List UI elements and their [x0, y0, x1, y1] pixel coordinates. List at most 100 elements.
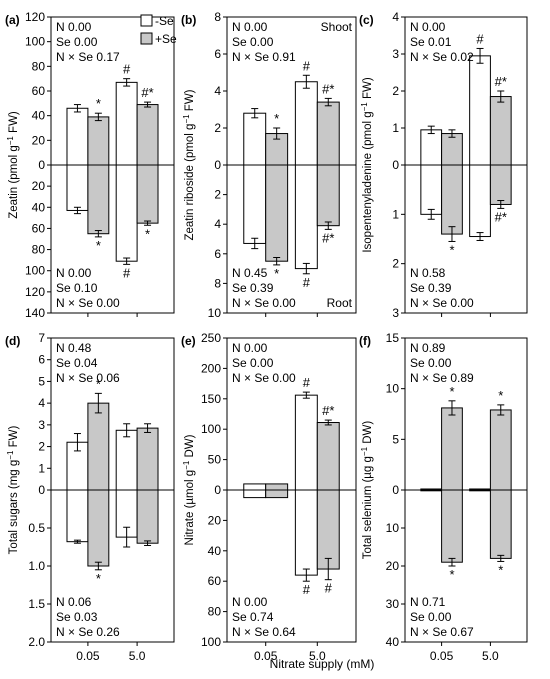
panel-a-stats-bottom: N × Se 0.00 — [56, 296, 120, 310]
panel-a-lower-tick-label: 40 — [32, 200, 46, 214]
panel-b-stats-top: Se 0.00 — [232, 35, 274, 49]
panel-f-lower-tick-label: 20 — [386, 559, 400, 573]
panel-d-upper-tick-label: 4 — [38, 396, 45, 410]
panel-a-upper-tick-label: 60 — [32, 84, 46, 98]
panel-d-stats-bottom: N 0.06 — [56, 595, 92, 609]
panel-d-stats-top: Se 0.04 — [56, 356, 98, 370]
panel-a-bar — [136, 104, 159, 166]
panel-e-significance-mark: # — [303, 375, 311, 390]
panel-a-stats-top: N × Se 0.17 — [56, 50, 120, 64]
panel-f-significance-mark: * — [449, 567, 454, 582]
panel-c-upper-tick-label: 3 — [392, 47, 399, 61]
panel-d-upper-tick-label: 1 — [38, 461, 45, 475]
panel-d-x-tick-label: 5.0 — [129, 649, 146, 663]
panel-b-upper-tick-label: 6 — [214, 47, 221, 61]
panel-c-y-axis-label: Isopentenyladenine (pmol g−1 FW) — [360, 77, 375, 252]
panel-c-stats-top: Se 0.01 — [410, 35, 452, 49]
panel-d-x-tick-label: 0.05 — [76, 649, 100, 663]
panel-a-upper-tick-label: 100 — [25, 35, 45, 49]
panel-d-significance-mark: * — [96, 376, 101, 391]
panel-a-lower-tick-label: 100 — [25, 264, 45, 278]
panel-f-upper-tick-label: 0 — [392, 483, 399, 497]
panel-b-bar — [243, 112, 267, 166]
panel-a-y-axis-label: Zeatin (pmol g−1 FW) — [6, 111, 21, 219]
panel-e-significance-mark: #* — [322, 403, 334, 418]
panel-d-lower-tick-label: 2.0 — [28, 635, 45, 649]
panel-f-x-tick-label: 0.05 — [430, 649, 454, 663]
panel-a-bar — [115, 81, 138, 166]
panel-a-significance-mark: * — [145, 226, 150, 241]
panel-f-bar — [420, 489, 443, 492]
panel-c-bar — [441, 133, 463, 166]
panel-b-y-axis-label: Zeatin riboside (pmol g−1 FW) — [182, 89, 197, 240]
panel-e-lower-tick-label: 40 — [208, 544, 222, 558]
panel-c-stats-bottom: N × Se 0.00 — [410, 296, 474, 310]
panel-f-bar — [489, 409, 512, 491]
panel-c-stats-bottom: N 0.58 — [410, 266, 446, 280]
panel-a-stats-top: N 0.00 — [56, 20, 92, 34]
panel-e-bar — [316, 489, 340, 570]
panel-b-lower-tick-label: 10 — [208, 306, 222, 320]
panel-f-bar — [441, 407, 463, 491]
panel-a-bar — [87, 116, 110, 166]
panel-f-lower-tick-label: 40 — [386, 635, 400, 649]
panel-c-upper-tick-label: 1 — [392, 121, 399, 135]
panel-a-label: (a) — [5, 13, 20, 27]
panel-d-bar — [87, 402, 110, 491]
panel-a-lower-tick-label: 60 — [32, 221, 46, 235]
panel-b-upper-tick-label: 4 — [214, 84, 221, 98]
panel-b-stats-bottom: N × Se 0.00 — [232, 296, 296, 310]
panel-e-label: (e) — [181, 334, 196, 348]
panel-c-bar — [489, 96, 512, 166]
panel-d-label: (d) — [5, 334, 20, 348]
panel-a-upper-tick-label: 40 — [32, 109, 46, 123]
panel-b-bar — [294, 81, 318, 166]
panel-c-upper-tick-label: 2 — [392, 84, 399, 98]
panel-c-label: (c) — [359, 13, 374, 27]
legend-label-se: +Se — [155, 32, 177, 46]
panel-e-upper-tick-label: 0 — [214, 483, 221, 497]
panel-e-x-tick-label: 5.0 — [309, 649, 326, 663]
panel-b-significance-mark: #* — [322, 230, 334, 245]
panel-f-stats-top: N 0.89 — [410, 341, 446, 355]
panel-f-stats-bottom: N 0.71 — [410, 595, 446, 609]
panel-d-lower-tick-label: 1.0 — [28, 559, 45, 573]
panel-a-significance-mark: * — [96, 238, 101, 253]
panel-f-bar — [489, 489, 512, 559]
panel-a-bar — [87, 164, 110, 235]
panel-a-significance-mark: * — [96, 96, 101, 111]
panel-a-upper-tick-label: 0 — [38, 158, 45, 172]
panel-c-significance-mark: # — [476, 31, 484, 46]
panel-f-bar — [469, 489, 491, 492]
panel-d-lower-tick-label: 0.5 — [28, 521, 45, 535]
panel-e-bar — [265, 483, 289, 491]
panel-d-bar — [136, 427, 159, 491]
panel-a: 12010080604020020406080100120140#*#*#**N… — [5, 10, 175, 320]
panel-e-lower-tick-label: 20 — [208, 513, 222, 527]
panel-b-shoot-label: Shoot — [321, 20, 353, 34]
panel-a-stats-bottom: Se 0.10 — [56, 281, 98, 295]
panel-d-bar — [87, 489, 110, 567]
legend-swatch-se — [140, 32, 153, 45]
panel-e-stats-top: N 0.00 — [232, 341, 268, 355]
panel-e-y-axis-label: Nitrate (µmol g−1 DW) — [182, 434, 197, 545]
panel-e-lower-tick-label: 80 — [208, 605, 222, 619]
panel-e-bar — [243, 489, 267, 499]
panel-b-bar — [294, 164, 318, 270]
panel-f-significance-mark: * — [449, 384, 454, 399]
panel-b-significance-mark: * — [274, 111, 279, 126]
panel-c-lower-tick-label: 2 — [392, 257, 399, 271]
panel-e-bar — [243, 483, 267, 491]
panel-f-lower-tick-label: 10 — [386, 521, 400, 535]
panel-b-bar — [316, 164, 340, 227]
panel-b-significance-mark: # — [303, 275, 311, 290]
panel-a-lower-tick-label: 120 — [25, 285, 45, 299]
x-axis-label: Nitrate supply (mM) — [270, 657, 375, 671]
panel-b-bar — [243, 164, 267, 244]
panel-e-upper-tick-label: 250 — [201, 331, 221, 345]
panel-e-upper-tick-label: 100 — [201, 422, 221, 436]
panel-d-bar — [136, 489, 159, 544]
panel-c-significance-mark: #* — [495, 209, 507, 224]
